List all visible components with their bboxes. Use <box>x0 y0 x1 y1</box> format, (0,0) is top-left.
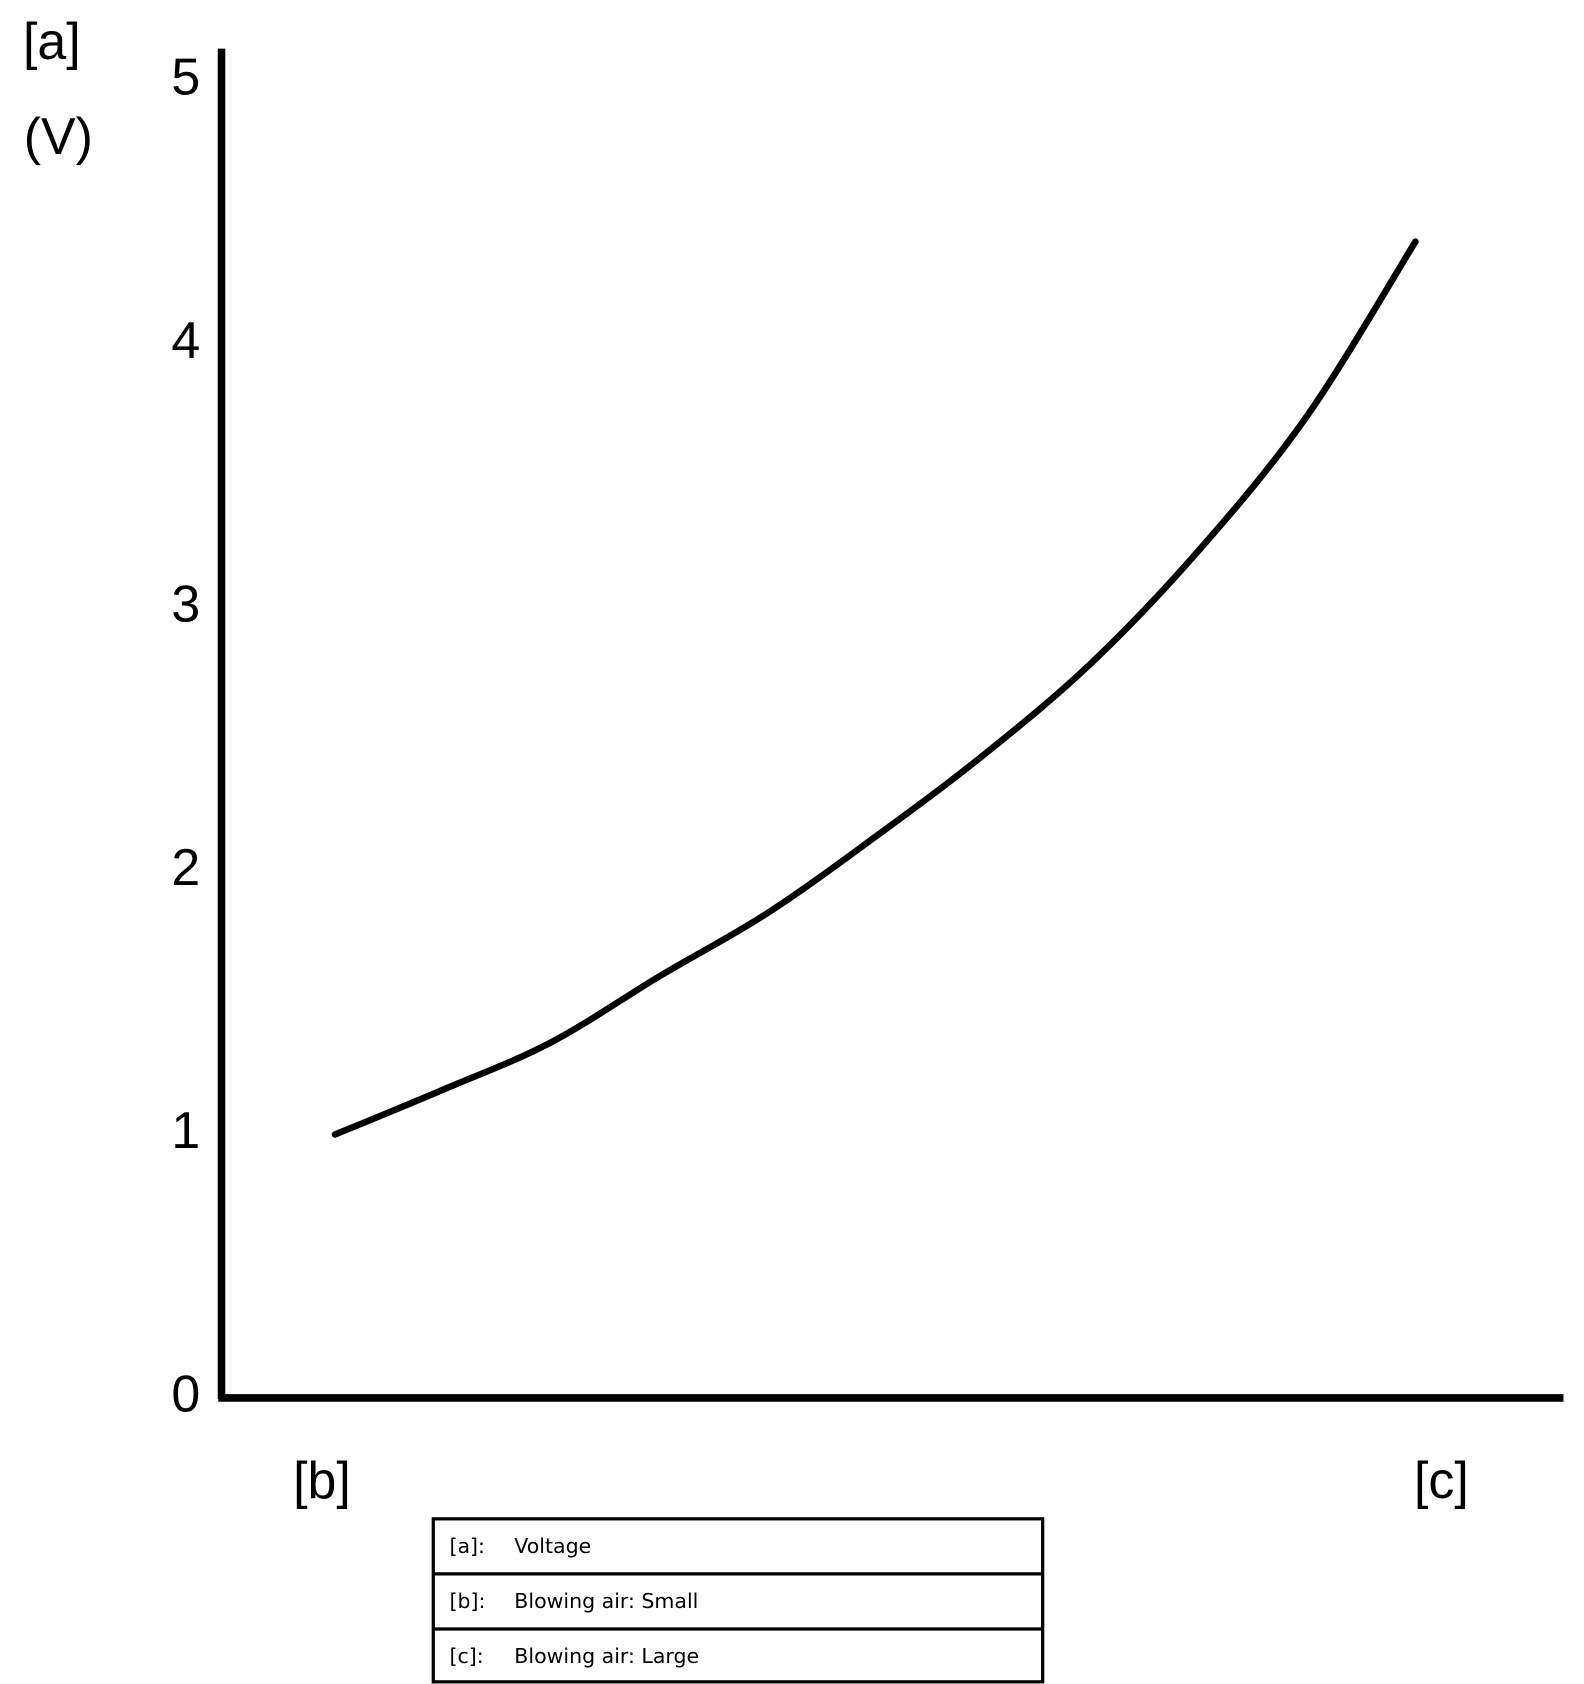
table-description: Voltage <box>514 1534 591 1558</box>
table-key: [c]: <box>449 1644 483 1668</box>
legend-table <box>431 1517 1045 1684</box>
table-key: [a]: <box>449 1534 484 1558</box>
table-key: [b]: <box>449 1589 485 1613</box>
y-axis-unit: (V) <box>24 107 93 165</box>
x-tick-label: [b] <box>293 1451 351 1509</box>
y-axis-label: [a] <box>23 12 81 70</box>
y-tick-label: 5 <box>171 48 200 106</box>
table-description: Blowing air: Small <box>514 1589 698 1613</box>
x-tick-label: [c] <box>1414 1451 1469 1509</box>
y-tick-label: 3 <box>171 574 200 632</box>
y-tick-label: 1 <box>171 1101 200 1159</box>
y-tick-label: 0 <box>171 1365 200 1423</box>
table-description: Blowing air: Large <box>514 1644 699 1668</box>
y-tick-label: 2 <box>171 838 200 896</box>
table-border <box>431 1517 1045 1684</box>
data-line <box>331 238 1419 1138</box>
y-tick-label: 4 <box>171 311 200 369</box>
